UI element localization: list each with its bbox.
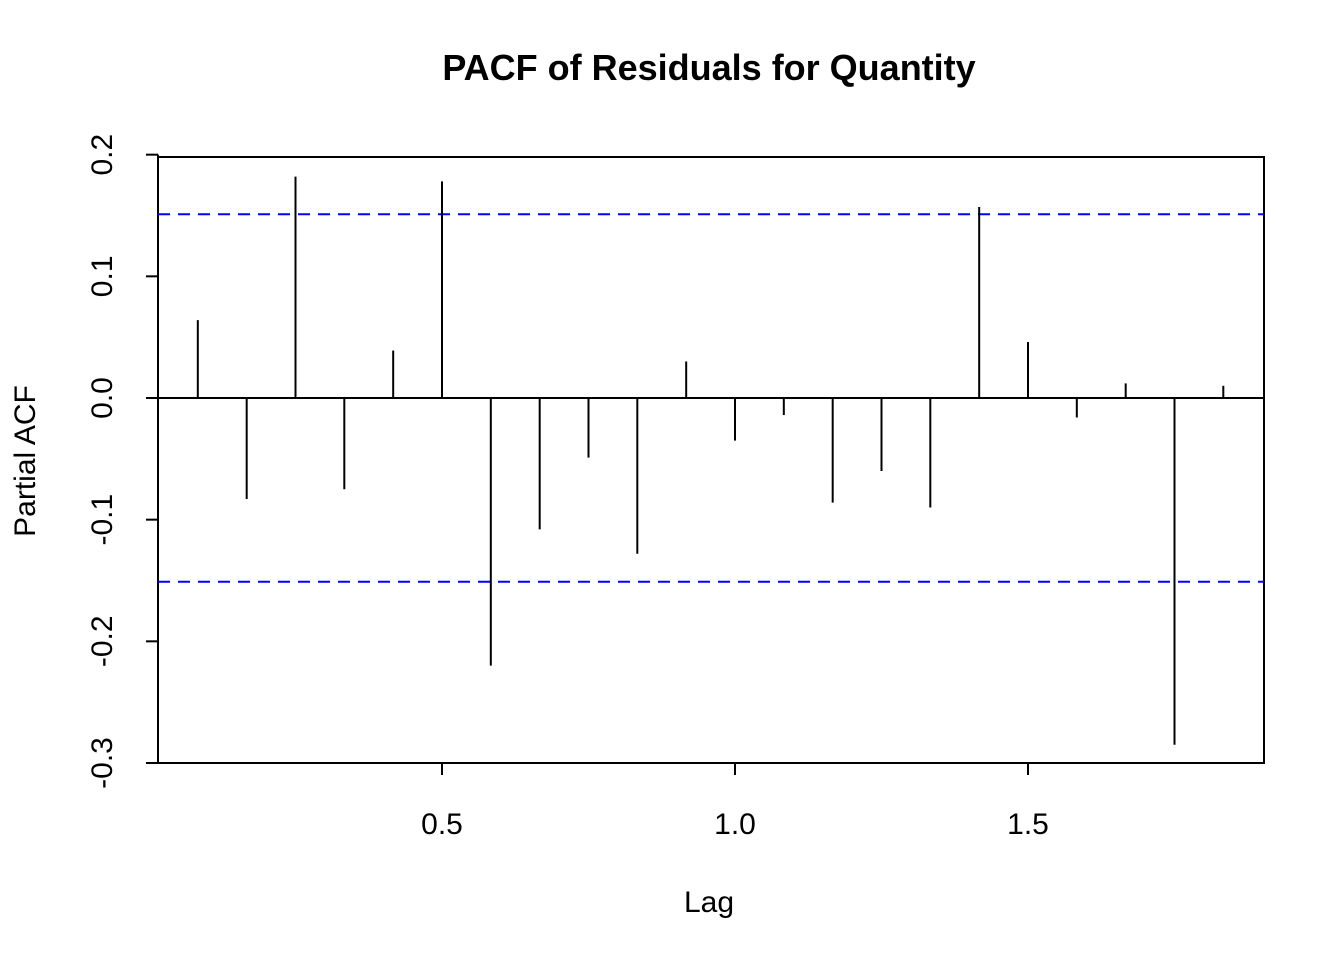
y-tick-label: 0.0 (86, 377, 119, 419)
x-tick-label: 1.0 (714, 808, 756, 841)
y-tick-label: -0.1 (86, 494, 119, 546)
x-axis-label: Lag (684, 886, 734, 919)
y-axis-label: Partial ACF (9, 385, 42, 537)
x-axis: 0.5 1.0 1.5 (421, 762, 1049, 841)
x-tick-label: 0.5 (421, 808, 463, 841)
y-tick-label: 0.2 (86, 134, 119, 176)
y-tick-label: -0.2 (86, 615, 119, 667)
plot-frame (157, 156, 1265, 764)
x-tick-label: 1.5 (1007, 808, 1049, 841)
chart-title: PACF of Residuals for Quantity (442, 47, 975, 88)
pacf-bars (196, 176, 1225, 745)
y-tick-label: -0.3 (86, 737, 119, 789)
y-axis: -0.3 -0.2 -0.1 0.0 0.1 0.2 (86, 134, 159, 789)
y-tick-label: 0.1 (86, 255, 119, 297)
